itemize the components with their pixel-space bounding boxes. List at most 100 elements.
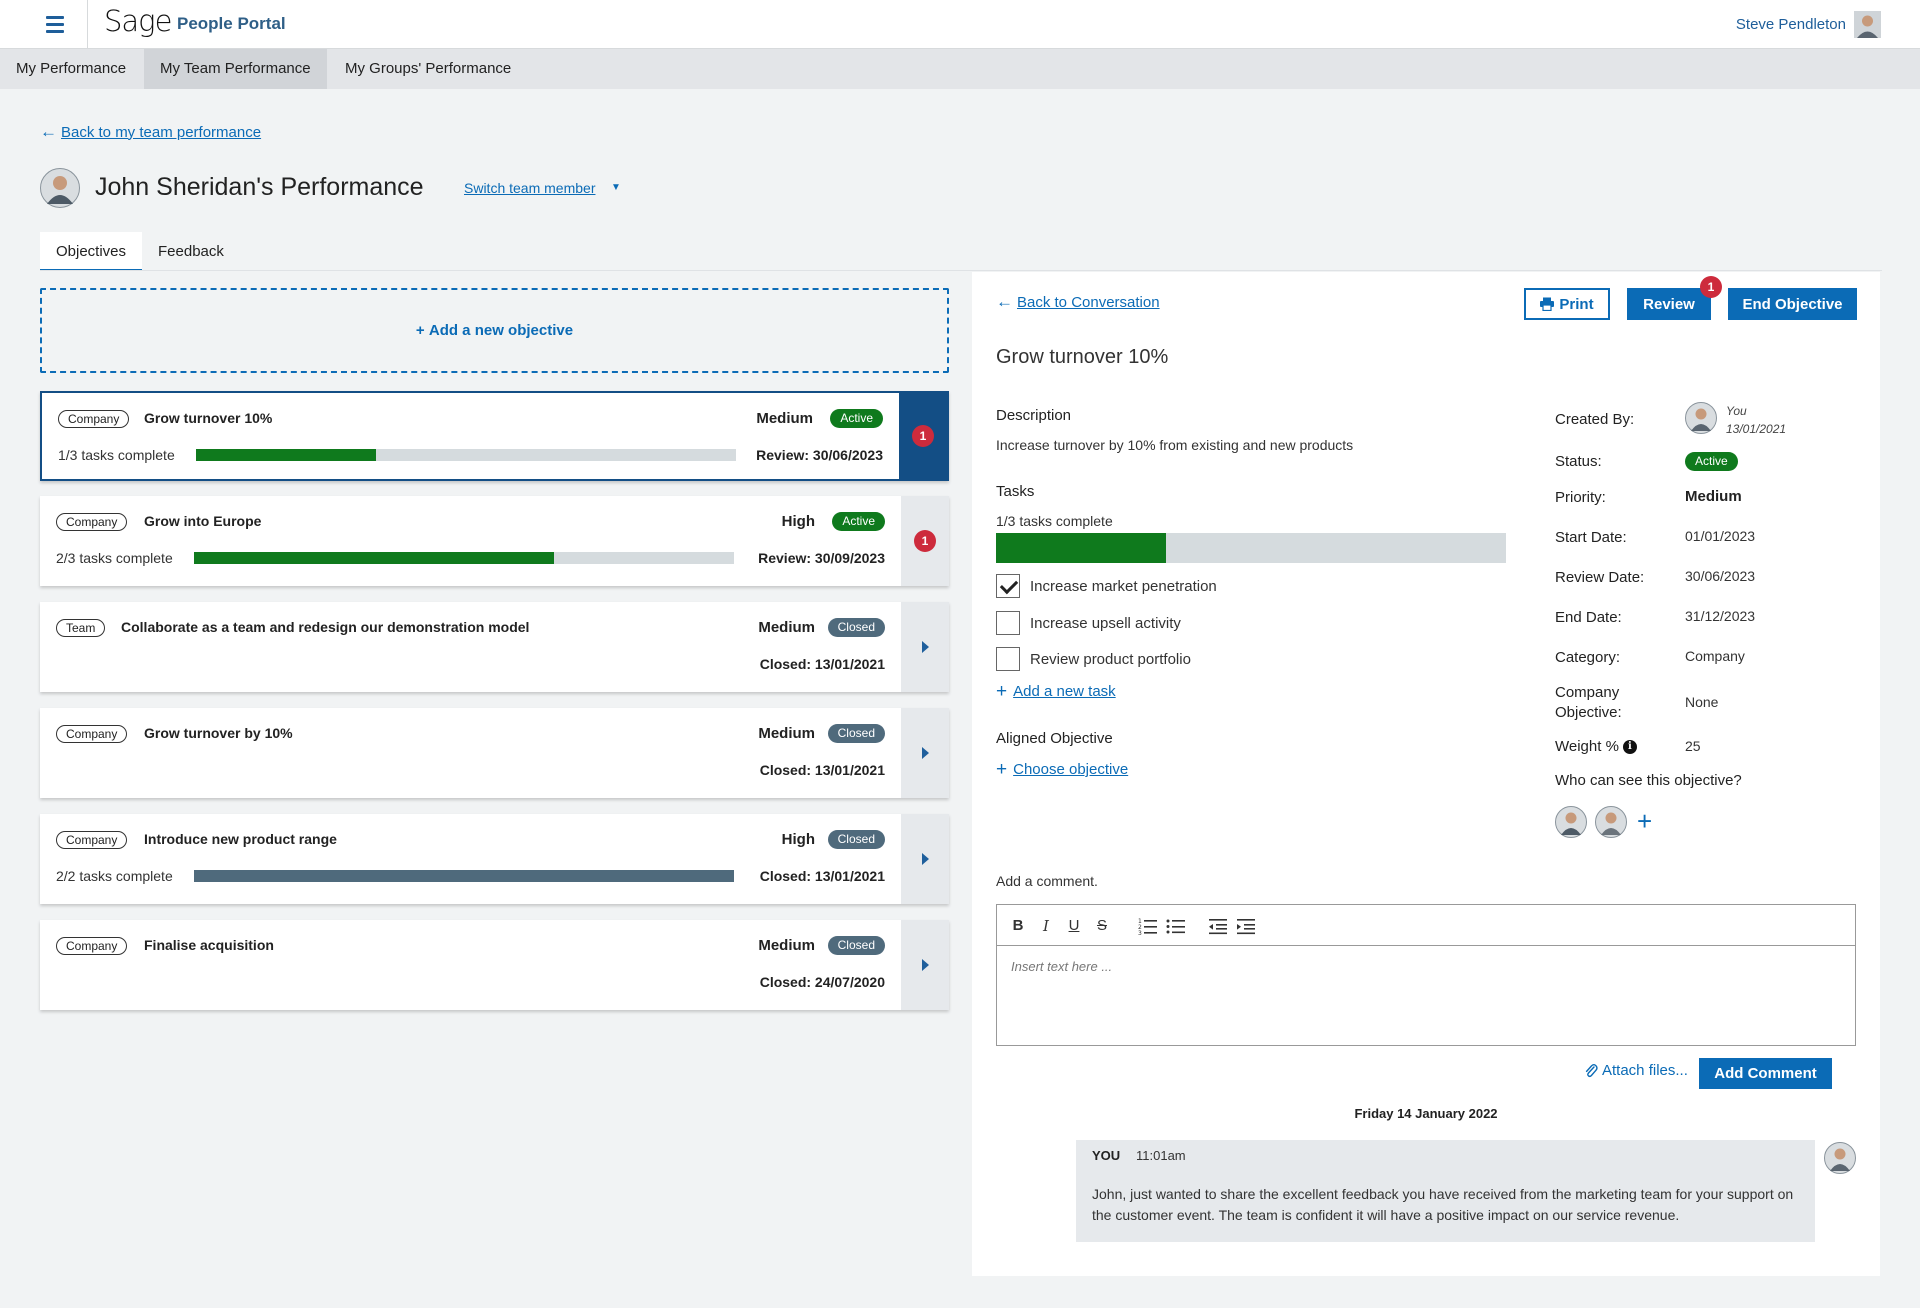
print-button[interactable]: Print	[1524, 288, 1610, 320]
objective-expand[interactable]	[901, 814, 949, 904]
objective-date: Closed: 24/07/2020	[759, 974, 885, 990]
objective-title: Introduce new product range	[144, 831, 337, 847]
user-avatar[interactable]	[1854, 11, 1881, 38]
objective-notification[interactable]: 1	[901, 496, 949, 586]
objective-expand[interactable]	[901, 920, 949, 1010]
start-date-value: 01/01/2023	[1685, 528, 1756, 544]
bold-icon[interactable]: B	[1012, 917, 1024, 934]
objective-tag: Company	[56, 725, 128, 743]
objective-expand[interactable]	[901, 602, 949, 692]
task-checkbox[interactable]	[996, 611, 1020, 635]
objective-card[interactable]: Company Finalise acquisition Medium Clos…	[40, 920, 949, 1010]
portal-title: People Portal	[177, 14, 286, 33]
back-to-team-link[interactable]: ← Back to my team performance	[40, 122, 261, 142]
viewer-avatar[interactable]	[1555, 806, 1587, 838]
objective-priority: Medium	[758, 619, 815, 636]
bullet-list-icon[interactable]	[1165, 915, 1187, 937]
plus-icon: +	[415, 322, 429, 339]
status-badge: Closed	[827, 830, 885, 849]
info-icon[interactable]: i	[1622, 740, 1637, 755]
nav-my-team-performance[interactable]: My Team Performance	[144, 49, 327, 89]
chevron-right-icon	[921, 641, 929, 653]
end-objective-button[interactable]: End Objective	[1728, 288, 1857, 320]
comment-editor: B I U S 1 2 3	[996, 904, 1856, 1046]
editor-toolbar: B I U S 1 2 3	[997, 905, 1855, 946]
sage-logo[interactable]: Sage	[104, 4, 172, 38]
conversation-date: Friday 14 January 2022	[1354, 1106, 1498, 1121]
status-badge: Closed	[827, 618, 885, 637]
nav-my-groups-performance[interactable]: My Groups' Performance	[345, 60, 512, 77]
objective-notification[interactable]: 1	[899, 393, 947, 479]
add-viewer-plus-icon[interactable]: +	[1637, 806, 1653, 836]
objective-progress-bar	[194, 552, 734, 564]
indent-icon[interactable]	[1235, 915, 1257, 937]
objective-card[interactable]: Team Collaborate as a team and redesign …	[40, 602, 949, 692]
review-button[interactable]: Review 1	[1627, 276, 1722, 320]
company-objective-label: Company Objective:	[1555, 683, 1622, 723]
weight-value: 25	[1685, 738, 1701, 754]
add-objective-label: Add a new objective	[428, 322, 574, 339]
objective-card[interactable]: Company Grow turnover 10% Medium Active …	[40, 391, 949, 481]
add-comment-label: Add a comment.	[996, 873, 1098, 889]
task-label: Review product portfolio	[1030, 650, 1191, 668]
priority-value: Medium	[1685, 488, 1742, 505]
status-badge: Closed	[827, 724, 885, 743]
back-to-conversation-link[interactable]: ← Back to Conversation	[996, 292, 1160, 312]
notification-badge: 1	[914, 530, 936, 552]
objective-tasks-count: 1/3 tasks complete	[58, 447, 175, 463]
add-task-link[interactable]: + Add a new task	[996, 682, 1116, 701]
svg-text:3: 3	[1138, 930, 1142, 937]
message-text: John, just wanted to share the excellent…	[1092, 1186, 1794, 1223]
user-name[interactable]: Steve Pendleton	[1735, 16, 1846, 33]
objective-progress-bar	[194, 870, 734, 882]
objective-date: Closed: 13/01/2021	[759, 868, 885, 884]
task-checkbox[interactable]	[996, 574, 1020, 598]
objective-card[interactable]: Company Grow into Europe High Active 2/3…	[40, 496, 949, 586]
hamburger-icon[interactable]	[30, 8, 78, 40]
plus-icon: +	[996, 681, 1008, 702]
nav-my-performance[interactable]: My Performance	[16, 60, 127, 77]
arrow-left-icon: ←	[996, 292, 1013, 311]
description-text: Increase turnover by 10% from existing a…	[996, 437, 1354, 453]
tab-objectives[interactable]: Objectives	[40, 232, 142, 271]
objective-tag: Company	[58, 410, 130, 428]
plus-icon: +	[996, 759, 1008, 780]
objective-tag: Team	[56, 619, 106, 637]
add-task-label[interactable]: Add a new task	[1013, 683, 1116, 700]
attach-files-link[interactable]: Attach files...	[1584, 1062, 1688, 1079]
message-author: YOU	[1092, 1148, 1121, 1163]
tasks-progress-bar	[996, 533, 1506, 563]
switch-team-member-link[interactable]: Switch team member	[464, 180, 596, 196]
viewer-avatar[interactable]	[1595, 806, 1627, 838]
back-to-conversation-label[interactable]: Back to Conversation	[1017, 293, 1160, 311]
objective-tag: Company	[56, 937, 128, 955]
status-badge: Closed	[827, 936, 885, 955]
ordered-list-icon[interactable]: 1 2 3	[1137, 915, 1159, 937]
task-item: Increase market penetration	[996, 574, 1217, 598]
choose-objective-link[interactable]: + Choose objective	[996, 760, 1128, 779]
status-badge: Active	[830, 409, 883, 428]
objective-card[interactable]: Company Grow turnover by 10% Medium Clos…	[40, 708, 949, 798]
review-label: Review	[1643, 295, 1695, 313]
add-comment-button[interactable]: Add Comment	[1699, 1058, 1832, 1089]
italic-icon[interactable]: I	[1043, 917, 1049, 935]
underline-icon[interactable]: U	[1068, 917, 1080, 934]
strikethrough-icon[interactable]: S	[1096, 917, 1107, 934]
top-bar: Sage People Portal Steve Pendleton	[0, 0, 1920, 49]
tab-divider	[40, 270, 1882, 271]
caret-down-icon[interactable]: ▼	[611, 182, 621, 193]
arrow-left-icon: ←	[40, 122, 57, 141]
tab-feedback[interactable]: Feedback	[158, 243, 224, 260]
add-objective-button[interactable]: + Add a new objective	[40, 288, 949, 373]
objective-expand[interactable]	[901, 708, 949, 798]
choose-objective-label[interactable]: Choose objective	[1013, 761, 1129, 778]
task-checkbox[interactable]	[996, 647, 1020, 671]
objective-priority: Medium	[758, 937, 815, 954]
objective-title: Grow turnover by 10%	[144, 725, 293, 741]
comment-input[interactable]	[997, 947, 1855, 1045]
objective-date: Review: 30/09/2023	[758, 550, 885, 566]
objective-date: Review: 30/06/2023	[756, 447, 883, 463]
back-to-team-label[interactable]: Back to my team performance	[61, 123, 262, 141]
outdent-icon[interactable]	[1207, 915, 1229, 937]
objective-card[interactable]: Company Introduce new product range High…	[40, 814, 949, 904]
